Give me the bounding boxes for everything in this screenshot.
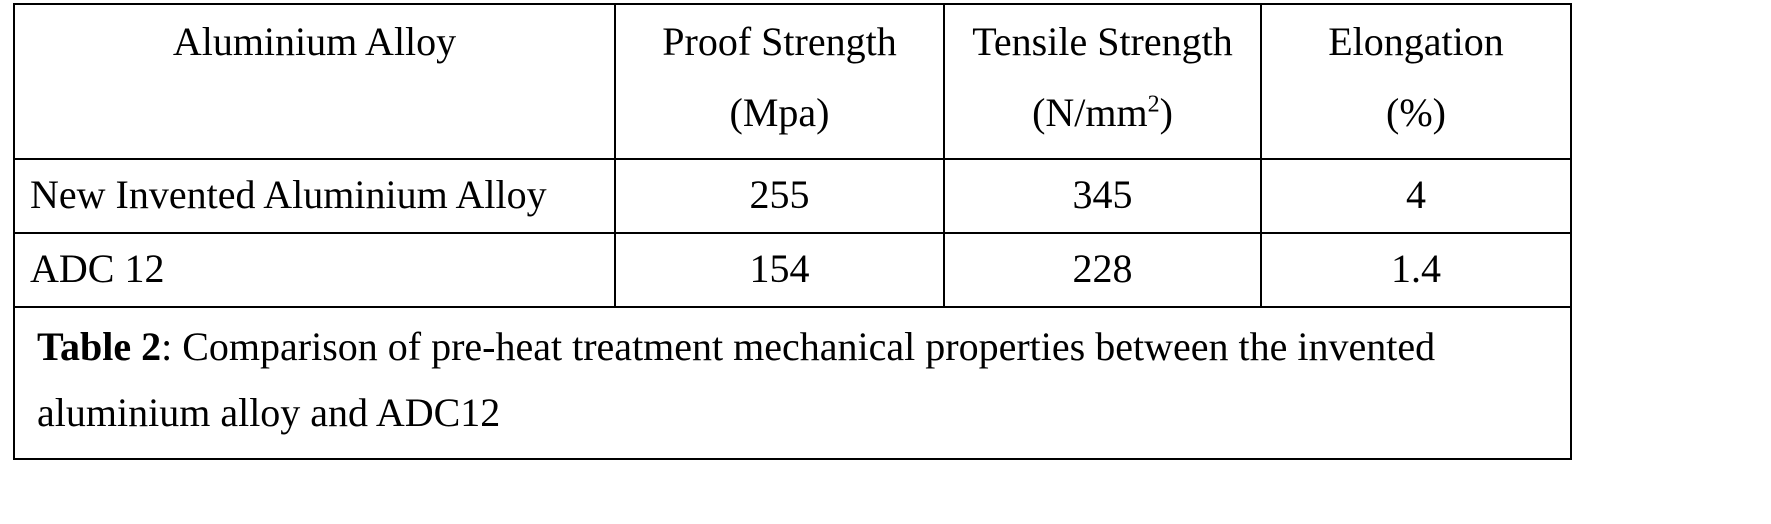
caption-label: Table 2 <box>37 324 161 369</box>
alloy-name-cell: New Invented Aluminium Alloy <box>14 159 615 233</box>
header-proof-strength-label: Proof Strength <box>662 19 896 64</box>
tensile-strength-cell: 345 <box>944 159 1261 233</box>
header-cell-proof-strength: Proof Strength (Mpa) <box>615 4 944 159</box>
header-elongation-unit: (%) <box>1262 84 1570 142</box>
header-tensile-strength-unit: (N/mm2) <box>945 84 1260 142</box>
table-caption: Table 2: Comparison of pre-heat treatmen… <box>15 308 1570 446</box>
elongation-cell: 4 <box>1261 159 1571 233</box>
header-cell-tensile-strength: Tensile Strength (N/mm2) <box>944 4 1261 159</box>
header-alloy-label: Aluminium Alloy <box>173 19 456 64</box>
table-row: ADC 12 154 228 1.4 <box>14 233 1571 307</box>
header-row: Aluminium Alloy Proof Strength (Mpa) Ten… <box>14 4 1571 159</box>
tensile-strength-cell: 228 <box>944 233 1261 307</box>
properties-table: Aluminium Alloy Proof Strength (Mpa) Ten… <box>13 3 1572 460</box>
caption-text: : Comparison of pre-heat treatment mecha… <box>37 324 1435 435</box>
proof-strength-cell: 154 <box>615 233 944 307</box>
header-elongation-label: Elongation <box>1328 19 1504 64</box>
caption-row: Table 2: Comparison of pre-heat treatmen… <box>14 307 1571 459</box>
proof-strength-cell: 255 <box>615 159 944 233</box>
header-cell-alloy: Aluminium Alloy <box>14 4 615 159</box>
header-cell-elongation: Elongation (%) <box>1261 4 1571 159</box>
header-proof-strength-unit: (Mpa) <box>616 84 943 142</box>
elongation-cell: 1.4 <box>1261 233 1571 307</box>
table-row: New Invented Aluminium Alloy 255 345 4 <box>14 159 1571 233</box>
caption-cell: Table 2: Comparison of pre-heat treatmen… <box>14 307 1571 459</box>
header-tensile-strength-label: Tensile Strength <box>972 19 1233 64</box>
alloy-name-cell: ADC 12 <box>14 233 615 307</box>
